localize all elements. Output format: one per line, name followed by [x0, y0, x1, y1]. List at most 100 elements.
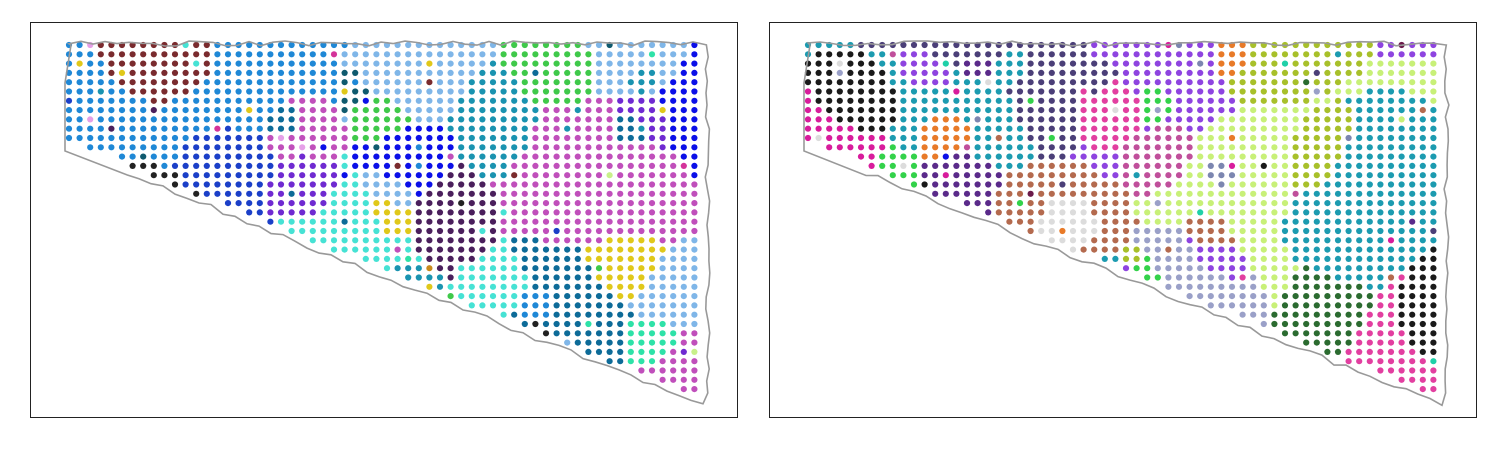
spot-1410	[1419, 144, 1426, 151]
spot-664	[1175, 97, 1183, 104]
spot-174	[932, 162, 939, 169]
spot-405	[320, 181, 327, 188]
spot-364	[299, 200, 306, 207]
spot-721	[1197, 116, 1204, 123]
spot-970	[1281, 227, 1289, 235]
spot-624	[415, 218, 422, 225]
spot-162	[193, 51, 200, 58]
spot-763	[468, 246, 475, 253]
spot-1364	[1409, 60, 1416, 67]
spot-889	[1260, 51, 1267, 58]
spot-636	[1165, 88, 1172, 95]
spot-525	[1112, 227, 1119, 235]
spot-1337	[1398, 153, 1405, 160]
spot-402	[320, 153, 327, 160]
spot-242	[974, 153, 981, 160]
spot-map-right	[803, 40, 1450, 407]
spot-1179	[1345, 330, 1352, 337]
spot-257	[246, 125, 253, 132]
spot-489	[1101, 116, 1108, 123]
spot-1382	[670, 227, 677, 235]
spot-263	[985, 181, 992, 188]
spot-1440	[1430, 69, 1437, 76]
spot-732	[1197, 218, 1204, 225]
spot-879	[1250, 237, 1257, 244]
spot-575	[1133, 237, 1140, 244]
spot-1403	[1419, 79, 1426, 86]
spot-1307	[1387, 209, 1395, 216]
spot-557	[394, 69, 401, 76]
spot-438	[341, 69, 348, 76]
spot-312	[1016, 97, 1024, 104]
spot-35	[836, 51, 843, 58]
spot-1150	[606, 60, 613, 67]
spot-769	[468, 302, 475, 309]
spot-796	[479, 283, 486, 290]
spot-922	[1271, 69, 1278, 76]
spot-1323	[1387, 358, 1395, 365]
spot-16	[76, 88, 83, 95]
spot-1208	[617, 274, 624, 281]
spot-594	[405, 181, 412, 188]
spot-1240	[1366, 246, 1373, 253]
spot-781	[479, 144, 486, 151]
spot-1401	[1419, 60, 1426, 67]
spot-728	[1197, 181, 1204, 188]
spot-385	[1048, 200, 1055, 207]
spot-420	[330, 116, 338, 123]
spot-923	[532, 79, 539, 86]
spot-1343	[1398, 209, 1405, 216]
spot-998	[553, 190, 560, 197]
spot-1117	[1334, 69, 1342, 76]
spot-383	[1048, 181, 1055, 188]
spot-9	[65, 125, 73, 132]
spot-1372	[1409, 134, 1416, 142]
spot-855	[500, 293, 507, 300]
spot-764	[1207, 255, 1214, 262]
spot-784	[1218, 172, 1225, 179]
spot-992	[553, 134, 560, 142]
spot-108	[150, 125, 157, 132]
spot-248	[246, 41, 253, 49]
spot-15	[815, 79, 822, 86]
spot-862	[1250, 79, 1257, 86]
spot-426	[1069, 172, 1077, 179]
spot-305	[1006, 218, 1013, 225]
spot-1103	[1324, 255, 1331, 262]
spot-1188	[617, 88, 624, 95]
spot-1126	[1334, 153, 1342, 160]
spot-859	[511, 51, 518, 58]
spot-1136	[595, 246, 603, 253]
spot-941	[532, 246, 539, 253]
spot-1318	[1387, 311, 1395, 318]
spot-896	[521, 116, 528, 123]
spot-1466	[1430, 311, 1437, 318]
spot-1089	[1324, 125, 1331, 132]
spot-714	[1197, 51, 1204, 58]
spot-41	[97, 107, 104, 114]
spot-333	[288, 107, 295, 114]
spot-579	[405, 41, 412, 49]
spot-1345	[1398, 227, 1405, 235]
spot-1470	[1430, 348, 1437, 355]
spot-1300	[648, 144, 656, 151]
spot-1154	[606, 97, 613, 104]
spot-1174	[1345, 283, 1352, 290]
spot-932	[1271, 162, 1278, 169]
spot-912	[1260, 265, 1267, 272]
spot-492	[1101, 144, 1108, 151]
spot-513	[373, 116, 380, 123]
spot-1137	[595, 255, 603, 262]
spot-881	[1250, 255, 1257, 262]
spot-454	[1080, 218, 1087, 225]
spot-1023	[1303, 125, 1310, 132]
spot-143	[171, 172, 179, 179]
spot-411	[320, 237, 327, 244]
spot-562	[1133, 116, 1140, 123]
spot-1111	[585, 330, 592, 337]
spot-1059	[1313, 153, 1320, 160]
spot-602	[405, 255, 412, 262]
spot-1327	[1398, 60, 1405, 67]
spot-205	[953, 134, 960, 142]
spot-643	[426, 153, 433, 160]
